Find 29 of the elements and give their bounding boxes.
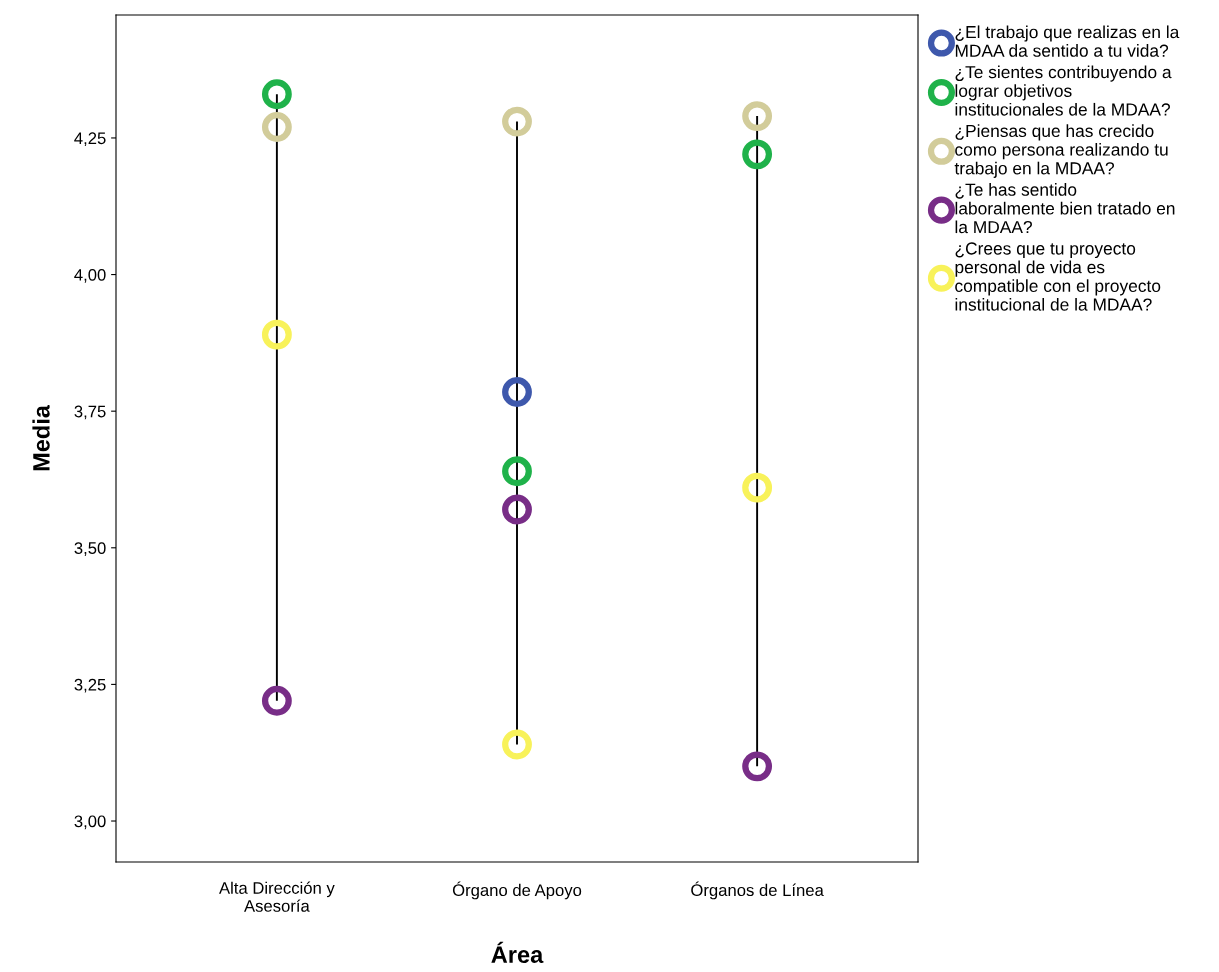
y-tick-label: 3,75 xyxy=(74,405,106,420)
point xyxy=(261,79,292,110)
y-axis-title: Media xyxy=(32,404,50,471)
point xyxy=(742,139,773,170)
legend-label: ¿Piensas que has crecido como persona realizando tu trabajo en la MDAA? xyxy=(954,124,1168,178)
point xyxy=(502,729,532,760)
point xyxy=(742,101,773,132)
legend-label: ¿Te has sentido laboralmente bien tratado en la MDAA? xyxy=(955,183,1175,234)
point xyxy=(502,456,532,487)
point xyxy=(261,319,292,350)
point xyxy=(502,494,532,525)
x-tick-label: Alta Dirección y Asesoría xyxy=(219,881,335,912)
point xyxy=(261,685,292,716)
y-tick-label: 3,25 xyxy=(74,678,106,693)
x-tick-label: Órgano de Apoyo xyxy=(452,881,582,900)
point xyxy=(261,112,292,142)
legend-label: ¿El trabajo que realizas en la MDAA da sentido a tu vida? xyxy=(955,25,1180,57)
y-tick-label: 4,25 xyxy=(74,132,106,147)
y-tick-label: 4,00 xyxy=(74,268,106,283)
y-tick-label: 3,00 xyxy=(74,815,106,830)
point xyxy=(502,106,532,137)
y-tick-label: 3,50 xyxy=(74,542,106,556)
x-tick-label: Órganos de Línea xyxy=(691,881,824,900)
point xyxy=(742,751,773,782)
legend-label: ¿Crees que tu proyecto personal de vida es compatible con el proyecto institucional de la MDAA? xyxy=(955,242,1161,311)
point xyxy=(742,472,773,503)
legend-label: ¿Te sientes contribuyendo a lograr objetivos institucionales de la MDAA? xyxy=(955,65,1172,116)
x-axis-title: Área xyxy=(491,941,544,964)
point xyxy=(502,377,532,407)
